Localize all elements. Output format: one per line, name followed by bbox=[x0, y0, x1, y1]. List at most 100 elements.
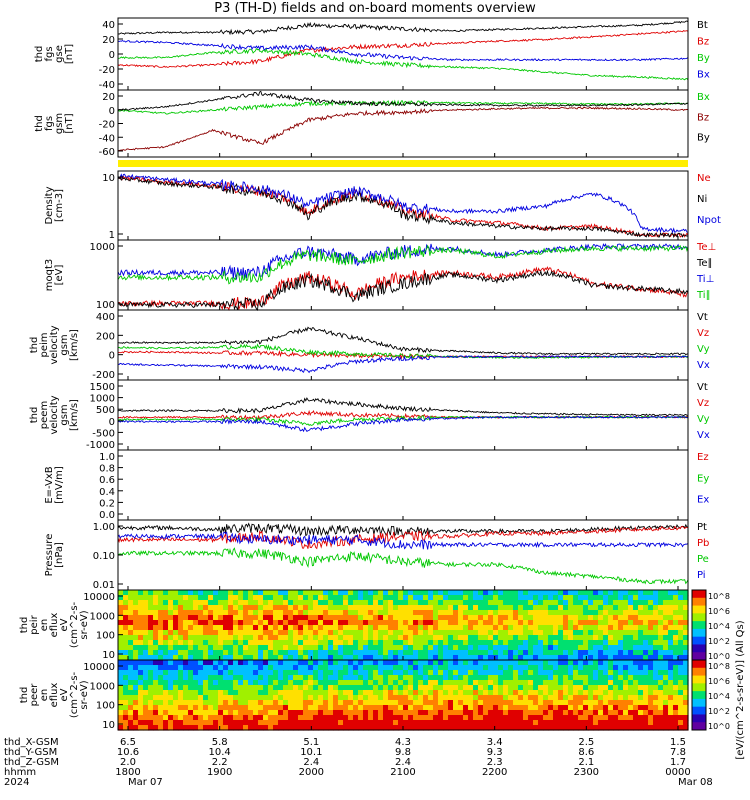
spectrogram-cell bbox=[488, 675, 494, 681]
spectrogram-cell bbox=[143, 595, 149, 601]
spectrogram-cell bbox=[223, 665, 229, 671]
spectrogram-cell bbox=[383, 665, 389, 671]
spectrogram-cell bbox=[298, 695, 304, 701]
spectrogram-cell bbox=[603, 720, 609, 726]
spectrogram-cell bbox=[203, 715, 209, 721]
spectrogram-cell bbox=[618, 630, 624, 636]
spectrogram-cell bbox=[483, 590, 489, 596]
spectrogram-cell bbox=[608, 695, 614, 701]
spectrogram-cell bbox=[188, 590, 194, 596]
spectrogram-cell bbox=[198, 600, 204, 606]
spectrogram-cell bbox=[353, 640, 359, 646]
spectrogram-cell bbox=[603, 625, 609, 631]
spectrogram-cell bbox=[648, 630, 654, 636]
spectrogram-cell bbox=[143, 675, 149, 681]
y-tick-label: 0 bbox=[109, 417, 115, 428]
spectrogram-cell bbox=[203, 690, 209, 696]
spectrogram-cell bbox=[328, 670, 334, 676]
spectrogram-cell bbox=[268, 610, 274, 616]
spectrogram-cell bbox=[288, 700, 294, 706]
spectrogram-cell bbox=[258, 715, 264, 721]
spectrogram-cell bbox=[353, 675, 359, 681]
spectrogram-cell bbox=[508, 635, 514, 641]
spectrogram-cell bbox=[643, 715, 649, 721]
spectrogram-cell bbox=[488, 725, 494, 731]
spectrogram-cell bbox=[673, 635, 679, 641]
spectrogram-cell bbox=[198, 655, 204, 661]
spectrogram-cell bbox=[318, 590, 324, 596]
spectrogram-cell bbox=[128, 600, 134, 606]
spectrogram-cell bbox=[468, 690, 474, 696]
y-tick-label: 1000 bbox=[90, 611, 115, 622]
spectrogram-cell bbox=[168, 680, 174, 686]
spectrogram-cell bbox=[608, 675, 614, 681]
spectrogram-cell bbox=[193, 670, 199, 676]
spectrogram-cell bbox=[678, 670, 684, 676]
spectrogram-cell bbox=[193, 615, 199, 621]
spectrogram-cell bbox=[363, 620, 369, 626]
spectrogram-cell bbox=[663, 690, 669, 696]
spectrogram-cell bbox=[248, 690, 254, 696]
spectrogram-cell bbox=[443, 705, 449, 711]
spectrogram-cell bbox=[463, 645, 469, 651]
spectrogram-cell bbox=[398, 605, 404, 611]
spectrogram-cell bbox=[403, 635, 409, 641]
spectrogram-cell bbox=[248, 680, 254, 686]
spectrogram-cell bbox=[638, 685, 644, 691]
spectrogram-cell bbox=[393, 655, 399, 661]
spectrogram-cell bbox=[378, 690, 384, 696]
spectrogram-cell bbox=[198, 690, 204, 696]
spectrogram-cell bbox=[603, 690, 609, 696]
spectrogram-cell bbox=[453, 675, 459, 681]
spectrogram-cell bbox=[293, 650, 299, 656]
spectrogram-cell bbox=[228, 640, 234, 646]
spectrogram-cell bbox=[328, 680, 334, 686]
spectrogram-cell bbox=[463, 590, 469, 596]
spectrogram-cell bbox=[188, 710, 194, 716]
spectrogram-cell bbox=[163, 590, 169, 596]
spectrogram-cell bbox=[183, 590, 189, 596]
spectrogram-cell bbox=[413, 615, 419, 621]
spectrogram-cell bbox=[528, 720, 534, 726]
spectrogram-cell bbox=[268, 690, 274, 696]
spectrogram-cell bbox=[183, 645, 189, 651]
spectrogram-cell bbox=[553, 590, 559, 596]
spectrogram-cell bbox=[308, 625, 314, 631]
spectrogram-cell bbox=[348, 615, 354, 621]
spectrogram-cell bbox=[353, 720, 359, 726]
spectrogram-cell bbox=[628, 695, 634, 701]
spectrogram-cell bbox=[263, 655, 269, 661]
spectrogram-cell bbox=[498, 595, 504, 601]
spectrogram-cell bbox=[318, 710, 324, 716]
spectrogram-cell bbox=[568, 695, 574, 701]
spectrogram-cell bbox=[398, 625, 404, 631]
spectrogram-cell bbox=[388, 600, 394, 606]
spectrogram-cell bbox=[308, 590, 314, 596]
spectrogram-cell bbox=[193, 645, 199, 651]
spectrogram-cell bbox=[468, 610, 474, 616]
spectrogram-cell bbox=[453, 720, 459, 726]
spectrogram-cell bbox=[588, 715, 594, 721]
spectrogram-cell bbox=[368, 620, 374, 626]
spectrogram-cell bbox=[453, 715, 459, 721]
spectrogram-cell bbox=[493, 725, 499, 731]
spectrogram-cell bbox=[563, 600, 569, 606]
spectrogram-cell bbox=[308, 680, 314, 686]
spectrogram-cell bbox=[208, 630, 214, 636]
spectrogram-cell bbox=[683, 690, 689, 696]
spectrogram-cell bbox=[133, 680, 139, 686]
spectrogram-cell bbox=[388, 640, 394, 646]
spectrogram-cell bbox=[123, 650, 129, 656]
spectrogram-cell bbox=[573, 620, 579, 626]
spectrogram-cell bbox=[398, 675, 404, 681]
spectrogram-cell bbox=[293, 680, 299, 686]
spectrogram-cell bbox=[673, 640, 679, 646]
spectrogram-cell bbox=[298, 670, 304, 676]
spectrogram-cell bbox=[438, 720, 444, 726]
spectrogram-cell bbox=[343, 600, 349, 606]
spectrogram-cell bbox=[203, 700, 209, 706]
spectrogram-cell bbox=[363, 590, 369, 596]
spectrogram-cell bbox=[333, 680, 339, 686]
spectrogram-cell bbox=[643, 605, 649, 611]
colorbar-swatch bbox=[692, 714, 706, 723]
